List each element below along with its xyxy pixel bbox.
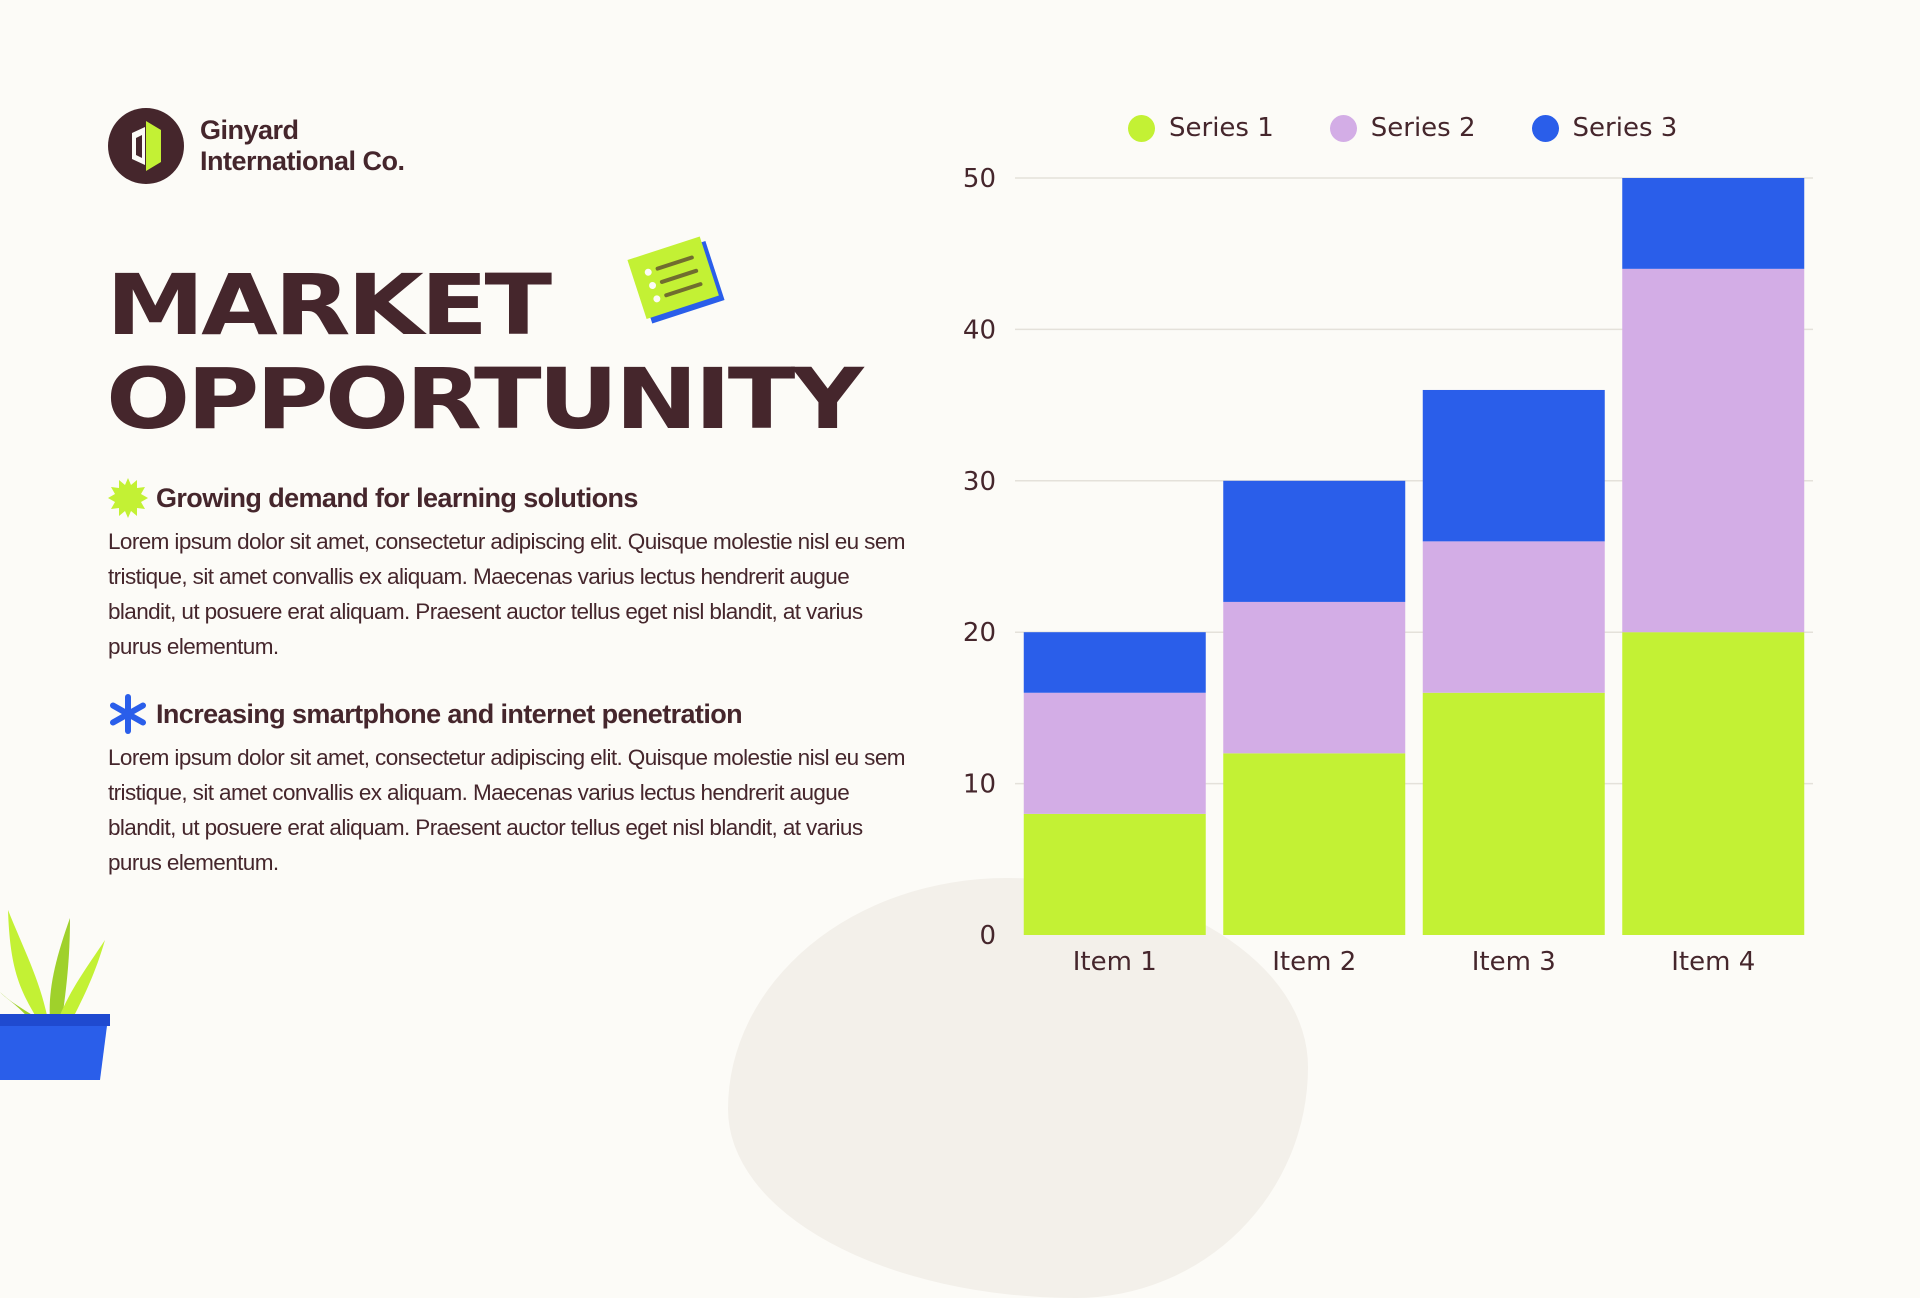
bar-3-series-1 — [1423, 693, 1605, 935]
bar-4-series-1 — [1622, 632, 1804, 935]
y-tick-0: 0 — [979, 921, 996, 951]
bar-1-series-3 — [1024, 632, 1206, 693]
x-tick-1: Item 1 — [1073, 947, 1157, 977]
legend-label-series-2: Series 2 — [1371, 113, 1476, 143]
y-tick-30: 30 — [963, 467, 996, 497]
company-name-line1: Ginyard — [200, 115, 405, 146]
bar-4-series-3 — [1622, 178, 1804, 269]
blue-asterisk-icon — [108, 694, 148, 734]
bar-4-series-2 — [1622, 269, 1804, 632]
bar-3-series-2 — [1423, 541, 1605, 692]
bullet-item-2: Increasing smartphone and internet penet… — [108, 692, 908, 880]
bar-2-series-2 — [1223, 602, 1405, 753]
bullet-item-1: Growing demand for learning solutions Lo… — [108, 476, 908, 664]
legend-item-series-2: Series 2 — [1330, 113, 1476, 143]
potted-plant-icon — [0, 910, 120, 1080]
page-title: MARKET OPPORTUNITY — [106, 258, 860, 446]
legend-item-series-1: Series 1 — [1128, 113, 1274, 143]
chart-bars — [1024, 178, 1805, 935]
legend-label-series-1: Series 1 — [1169, 113, 1274, 143]
stacked-bar-chart: 0 10 20 30 40 50 Item 1 Item 2 Item 3 Item 4 — [940, 100, 1840, 1000]
company-logo: Ginyard International Co. — [108, 108, 405, 184]
y-axis-ticks: 0 10 20 30 40 50 — [963, 164, 996, 951]
checklist-note-icon — [626, 232, 726, 328]
legend-item-series-3: Series 3 — [1532, 113, 1678, 143]
chart-legend: Series 1 Series 2 Series 3 — [1128, 110, 1733, 146]
bullet-heading-2: Increasing smartphone and internet penet… — [156, 699, 742, 730]
bar-3-series-3 — [1423, 390, 1605, 541]
ginyard-logo-icon — [108, 108, 184, 184]
bar-2-series-1 — [1223, 753, 1405, 935]
legend-swatch-series-3 — [1532, 115, 1559, 142]
y-tick-10: 10 — [963, 770, 996, 800]
legend-swatch-series-1 — [1128, 115, 1155, 142]
x-tick-4: Item 4 — [1671, 947, 1755, 977]
bullet-heading-1: Growing demand for learning solutions — [156, 483, 638, 514]
bar-1-series-2 — [1024, 693, 1206, 814]
legend-label-series-3: Series 3 — [1573, 113, 1678, 143]
y-tick-40: 40 — [963, 315, 996, 345]
company-name-line2: International Co. — [200, 146, 405, 177]
legend-swatch-series-2 — [1330, 115, 1357, 142]
company-name: Ginyard International Co. — [200, 115, 405, 177]
y-tick-20: 20 — [963, 618, 996, 648]
title-line1: MARKET — [106, 258, 860, 352]
bar-2-series-3 — [1223, 481, 1405, 602]
title-line2: OPPORTUNITY — [106, 352, 860, 446]
x-tick-3: Item 3 — [1472, 947, 1556, 977]
bullet-body-2: Lorem ipsum dolor sit amet, consectetur … — [108, 740, 908, 880]
x-axis-ticks: Item 1 Item 2 Item 3 Item 4 — [1073, 947, 1756, 977]
lime-starburst-icon — [108, 478, 148, 518]
y-tick-50: 50 — [963, 164, 996, 194]
bar-1-series-1 — [1024, 814, 1206, 935]
bullet-body-1: Lorem ipsum dolor sit amet, consectetur … — [108, 524, 908, 664]
x-tick-2: Item 2 — [1272, 947, 1356, 977]
